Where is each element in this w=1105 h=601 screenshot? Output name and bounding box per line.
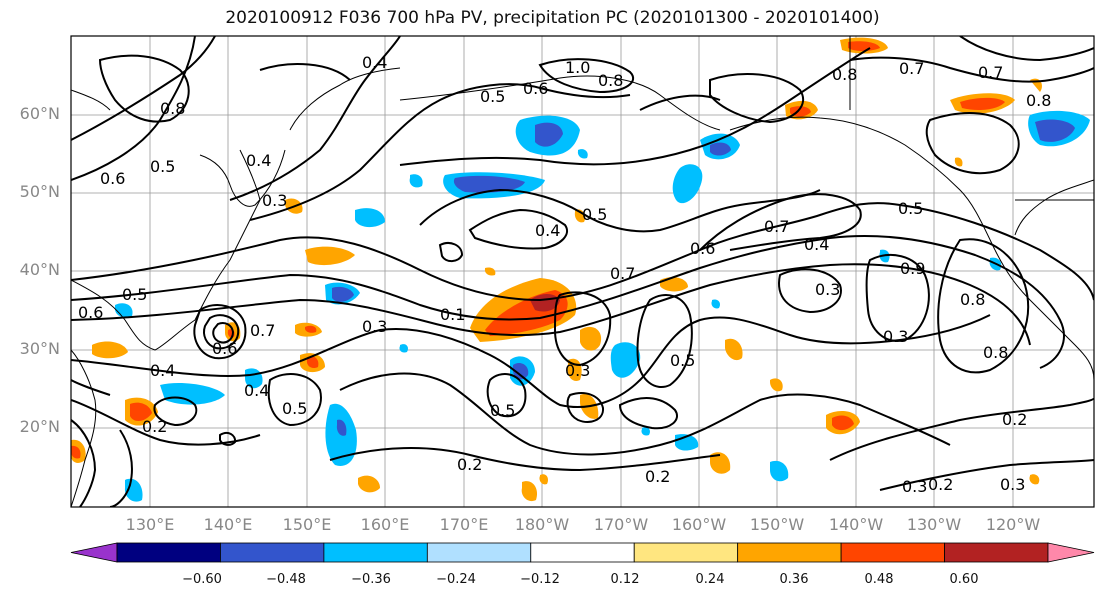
contour-label: 0.3 — [883, 327, 908, 346]
contour-label: 0.2 — [142, 417, 167, 436]
colorbar-tick: 0.36 — [779, 572, 809, 587]
colorbar-tick: 0.12 — [610, 572, 640, 587]
contour-label: 1.0 — [565, 58, 590, 77]
contour-label: 0.5 — [898, 199, 923, 218]
contour-label: 0.6 — [690, 239, 715, 258]
contour-label: 0.3 — [815, 280, 840, 299]
contour-label: 0.7 — [764, 217, 789, 236]
lon-label-130w: 130°W — [906, 515, 962, 534]
contour-label: 0.8 — [1026, 91, 1051, 110]
contour-label: 0.6 — [523, 79, 548, 98]
lon-label-140e: 140°E — [203, 515, 253, 534]
colorbar-segment — [530, 542, 635, 563]
colorbar-tick: 0.24 — [695, 572, 725, 587]
colorbar-extend-min — [70, 542, 118, 563]
lon-label-160w: 160°W — [671, 515, 727, 534]
contour-label: 0.5 — [282, 399, 307, 418]
contour-label: 0.3 — [902, 477, 927, 496]
lat-label-50n: 50°N — [19, 182, 60, 201]
pv-contours — [71, 36, 1094, 507]
contour-label: 0.7 — [899, 59, 924, 78]
lon-label-170w: 170°W — [593, 515, 649, 534]
colorbar-segment — [426, 542, 532, 563]
coastlines — [71, 36, 1094, 507]
colorbar-segment — [116, 542, 221, 563]
contour-label: 0.2 — [928, 475, 953, 494]
precipitation-shading — [71, 37, 1090, 502]
colorbar-tick: 0.60 — [949, 572, 979, 587]
colorbar-tick: −0.12 — [520, 572, 560, 587]
colorbar — [70, 542, 1095, 563]
lon-label-120w: 120°W — [985, 515, 1041, 534]
contour-label: 0.5 — [150, 157, 175, 176]
lon-label-180w: 180°W — [514, 515, 570, 534]
colorbar-segment — [737, 542, 842, 563]
contour-labels: 0.4 1.0 0.8 0.5 0.6 0.7 0.8 0.7 0.8 0.5 … — [78, 53, 1051, 496]
colorbar-tick: −0.24 — [436, 572, 476, 587]
contour-label: 0.9 — [900, 259, 925, 278]
colorbar-segment — [323, 542, 428, 563]
contour-label: 0.2 — [645, 467, 670, 486]
lat-label-40n: 40°N — [19, 260, 60, 279]
contour-label: 0.4 — [150, 361, 175, 380]
contour-label: 0.5 — [122, 285, 147, 304]
colorbar-extend-max — [1047, 542, 1095, 563]
lon-label-150e: 150°E — [282, 515, 332, 534]
colorbar-tick: −0.60 — [182, 572, 222, 587]
contour-label: 0.1 — [440, 305, 465, 324]
contour-label: 0.6 — [212, 339, 237, 358]
colorbar-segment — [220, 542, 325, 563]
contour-label: 0.3 — [262, 191, 287, 210]
contour-label: 0.8 — [960, 290, 985, 309]
negative-anomaly-2 — [332, 119, 1075, 436]
lat-label-60n: 60°N — [19, 104, 60, 123]
colorbar-tick: −0.48 — [266, 572, 306, 587]
lon-label-130e: 130°E — [125, 515, 175, 534]
contour-label: 0.8 — [598, 71, 623, 90]
contour-label: 0.5 — [480, 87, 505, 106]
colorbar-tick: −0.36 — [351, 572, 391, 587]
colorbar-segment — [633, 542, 739, 563]
lat-label-20n: 20°N — [19, 417, 60, 436]
contour-label: 0.7 — [610, 264, 635, 283]
contour-label: 0.3 — [565, 361, 590, 380]
lon-label-140w: 140°W — [828, 515, 884, 534]
contour-label: 0.2 — [457, 455, 482, 474]
contour-label: 0.8 — [983, 343, 1008, 362]
contour-label: 0.7 — [250, 321, 275, 340]
contour-label: 0.6 — [100, 169, 125, 188]
positive-anomaly-1 — [470, 278, 577, 342]
contour-label: 0.3 — [362, 317, 387, 336]
contour-label: 0.4 — [804, 235, 829, 254]
contour-label: 0.4 — [244, 381, 269, 400]
lat-label-30n: 30°N — [19, 339, 60, 358]
contour-label: 0.3 — [1000, 475, 1025, 494]
lon-label-170e: 170°E — [439, 515, 489, 534]
map-background — [71, 36, 1094, 507]
colorbar-tick: 0.48 — [864, 572, 894, 587]
contour-label: 0.4 — [246, 151, 271, 170]
lon-label-150w: 150°W — [749, 515, 805, 534]
contour-label: 0.5 — [490, 401, 515, 420]
map-frame — [70, 35, 1095, 508]
contour-label: 0.5 — [582, 205, 607, 224]
contour-label: 0.4 — [535, 221, 560, 240]
contour-label: 0.8 — [160, 99, 185, 118]
map-title: 2020100912 F036 700 hPa PV, precipitatio… — [225, 8, 880, 28]
contour-label: 0.5 — [670, 351, 695, 370]
contour-label: 0.7 — [978, 63, 1003, 82]
contour-label: 0.8 — [832, 65, 857, 84]
colorbar-segment — [944, 542, 1049, 563]
colorbar-segment — [840, 542, 945, 563]
contour-label: 0.4 — [362, 53, 387, 72]
contour-label: 0.6 — [78, 303, 103, 322]
contour-label: 0.2 — [1002, 410, 1027, 429]
lon-label-160e: 160°E — [360, 515, 410, 534]
